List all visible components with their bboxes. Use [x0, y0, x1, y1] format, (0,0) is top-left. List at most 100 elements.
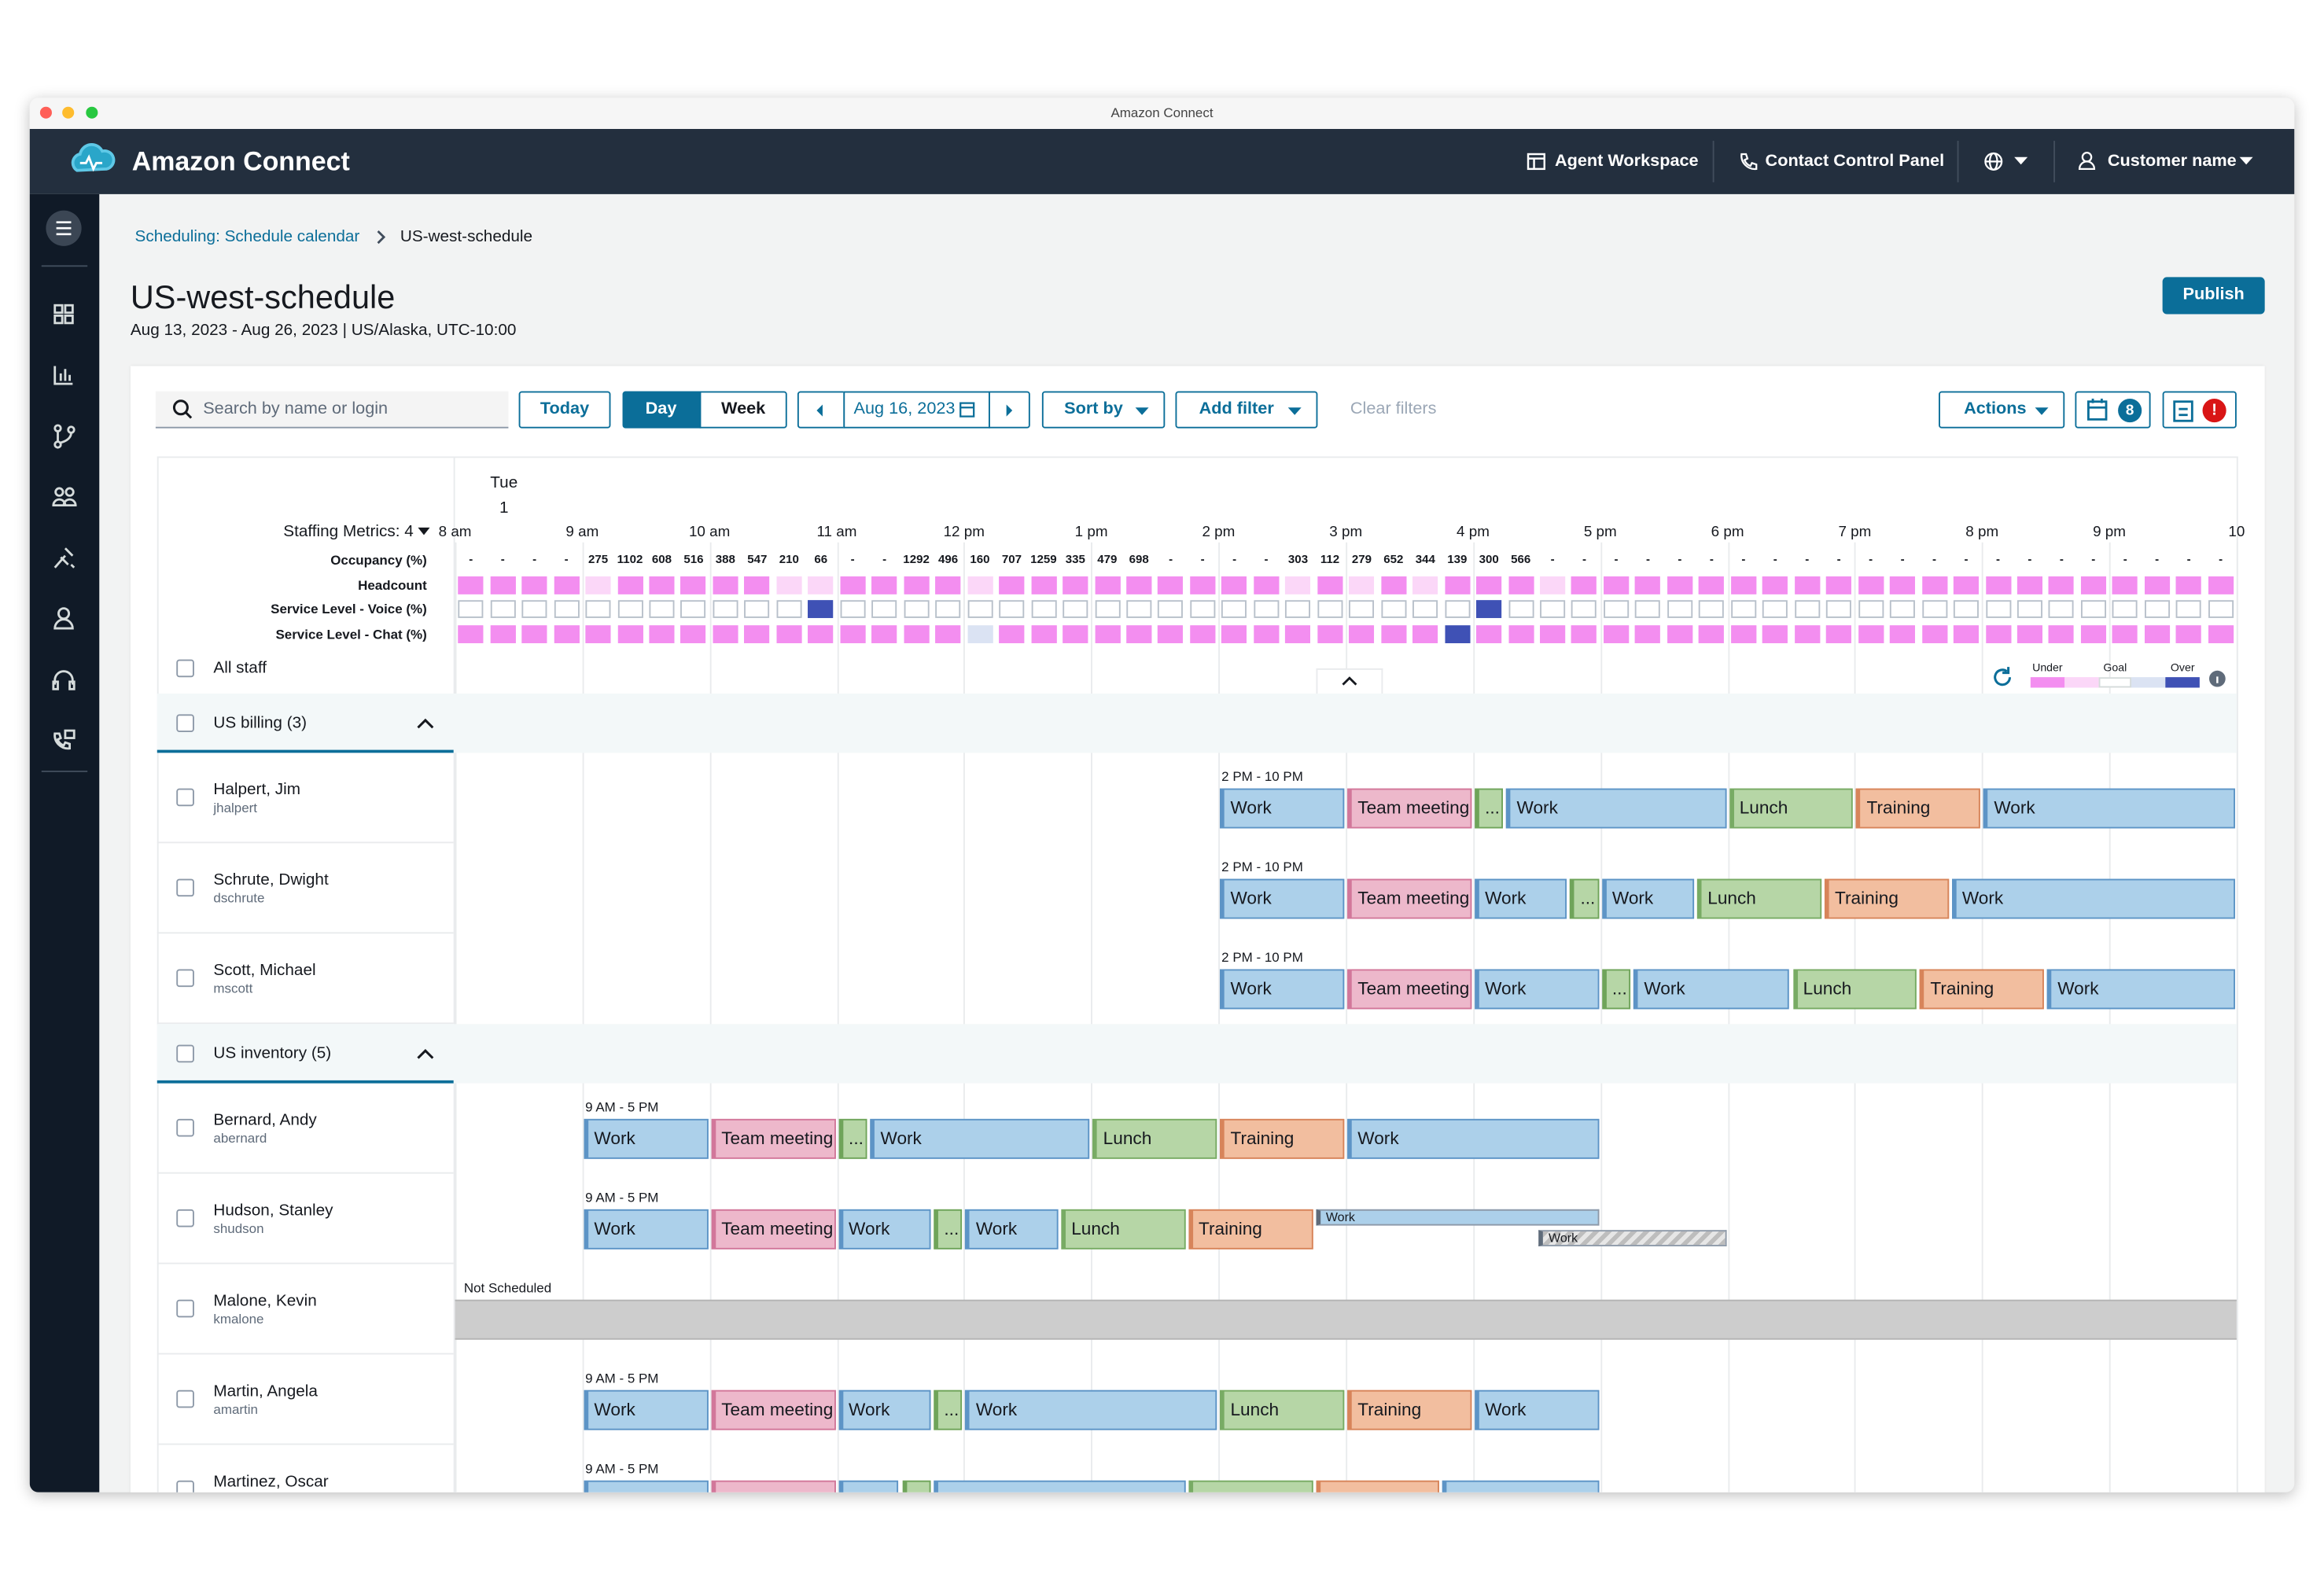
- group-underline: [157, 1080, 454, 1084]
- activity-block[interactable]: Work: [965, 1209, 1059, 1250]
- actions-label[interactable]: Actions: [1964, 399, 2027, 418]
- pending-block[interactable]: Work: [1538, 1230, 1726, 1246]
- week-button[interactable]: [699, 391, 787, 429]
- activity-block[interactable]: Work: [584, 1118, 709, 1159]
- checkbox[interactable]: [176, 659, 194, 678]
- activity-block[interactable]: Training: [1920, 969, 2045, 1010]
- activity-block[interactable]: Lunch: [1188, 1480, 1313, 1492]
- activity-block[interactable]: Team meeting: [1347, 878, 1472, 919]
- pending-block[interactable]: Work: [1315, 1209, 1599, 1226]
- activity-block[interactable]: Work: [1347, 1118, 1599, 1159]
- next-button[interactable]: [989, 391, 1030, 429]
- checkbox[interactable]: [176, 969, 194, 988]
- clear-filters[interactable]: Clear filters: [1350, 399, 1437, 418]
- activity-block[interactable]: Work: [584, 1480, 709, 1492]
- activity-block[interactable]: Work: [1220, 878, 1345, 919]
- activity-block[interactable]: Team meeting: [711, 1389, 836, 1430]
- activity-block[interactable]: Training: [1347, 1389, 1472, 1430]
- day-button[interactable]: [622, 391, 702, 429]
- nav-link[interactable]: Agent Workspace: [1554, 152, 1699, 170]
- activity-block[interactable]: Work: [1983, 788, 2235, 829]
- activity-block[interactable]: ...: [934, 1389, 963, 1430]
- staffing-label[interactable]: Staffing Metrics: 4: [283, 522, 414, 540]
- activity-block[interactable]: Training: [1824, 878, 1949, 919]
- activity-block[interactable]: Work: [2047, 969, 2235, 1010]
- checkbox[interactable]: [176, 1299, 194, 1318]
- activity-block[interactable]: ...: [1570, 878, 1599, 919]
- activity-block[interactable]: Work: [1601, 878, 1695, 919]
- activity-block[interactable]: Team meeting: [1347, 969, 1472, 1010]
- activity-block[interactable]: Team meeting: [711, 1209, 836, 1250]
- activity-block[interactable]: Work: [1951, 878, 2235, 919]
- activity-block[interactable]: Work: [838, 1209, 931, 1250]
- activity-block[interactable]: Lunch: [1092, 1118, 1217, 1159]
- activity-block[interactable]: Team meeting: [1347, 788, 1472, 829]
- window-minimize[interactable]: [62, 106, 75, 119]
- window-close[interactable]: [39, 106, 52, 119]
- window-zoom[interactable]: [86, 106, 98, 119]
- checkbox[interactable]: [176, 878, 194, 897]
- breadcrumb-link[interactable]: Scheduling: Schedule calendar: [134, 227, 360, 245]
- activity-block[interactable]: Lunch: [1729, 788, 1854, 829]
- metric-cell: [554, 600, 580, 618]
- collapse-metrics[interactable]: [1316, 668, 1383, 694]
- activity-block[interactable]: Work: [1474, 969, 1599, 1010]
- activity-block[interactable]: Training: [1856, 788, 1981, 829]
- search-input[interactable]: [155, 391, 509, 429]
- activity-block[interactable]: Work: [1442, 1480, 1599, 1492]
- filter-label[interactable]: Add filter: [1199, 399, 1274, 418]
- metric-cell: [1254, 576, 1280, 594]
- activity-block[interactable]: Work: [838, 1480, 899, 1492]
- activity-block[interactable]: Work: [1633, 969, 1790, 1010]
- activity-block[interactable]: Work: [870, 1118, 1090, 1159]
- activity-block[interactable]: Lunch: [1792, 969, 1917, 1010]
- activity-block[interactable]: Work: [1506, 788, 1726, 829]
- metric-label: Service Level - Voice (%): [271, 602, 427, 616]
- metric-value: 1292: [903, 552, 930, 566]
- activity-block[interactable]: Training: [1220, 1118, 1345, 1159]
- activity-block[interactable]: Team meeting: [711, 1480, 836, 1492]
- metric-value: 300: [1479, 552, 1499, 566]
- view-label[interactable]: Week: [721, 399, 766, 418]
- activity-block[interactable]: ...: [1601, 969, 1631, 1010]
- checkbox[interactable]: [176, 714, 194, 732]
- activity-block[interactable]: Work: [1474, 1389, 1599, 1430]
- publish-button[interactable]: [2162, 277, 2265, 315]
- activity-block[interactable]: Work: [584, 1209, 709, 1250]
- nav-link[interactable]: Contact Control Panel: [1765, 152, 1945, 170]
- today-label[interactable]: Today: [540, 399, 590, 418]
- sort-label[interactable]: Sort by: [1064, 399, 1123, 418]
- activity-block[interactable]: Lunch: [1220, 1389, 1345, 1430]
- activity-block[interactable]: Training: [1315, 1480, 1440, 1492]
- activity-block[interactable]: Training: [1188, 1209, 1313, 1250]
- activity-block[interactable]: ...: [901, 1480, 931, 1492]
- agent-name: Schrute, Dwight: [213, 870, 329, 889]
- activity-block[interactable]: ...: [838, 1118, 867, 1159]
- checkbox[interactable]: [176, 1044, 194, 1063]
- today-button[interactable]: [518, 391, 611, 429]
- activity-block[interactable]: Lunch: [1697, 878, 1822, 919]
- activity-block[interactable]: Work: [965, 1389, 1217, 1430]
- user-menu[interactable]: Customer name: [2107, 152, 2237, 170]
- agent-name: Malone, Kevin: [213, 1291, 317, 1310]
- activity-block[interactable]: Work: [584, 1389, 709, 1430]
- checkbox[interactable]: [176, 788, 194, 807]
- checkbox[interactable]: [176, 1118, 194, 1137]
- activity-block[interactable]: Lunch: [1061, 1209, 1186, 1250]
- metric-cell: [935, 625, 961, 643]
- activity-block[interactable]: Work: [1474, 878, 1567, 919]
- activity-block[interactable]: ...: [934, 1209, 963, 1250]
- activity-block[interactable]: Work: [838, 1389, 931, 1430]
- activity-block[interactable]: Work: [934, 1480, 1186, 1492]
- activity-block[interactable]: Work: [1220, 969, 1345, 1010]
- view-label[interactable]: Day: [645, 399, 677, 418]
- publish-label[interactable]: Publish: [2182, 285, 2245, 304]
- checkbox[interactable]: [176, 1209, 194, 1227]
- metric-cell: [1730, 600, 1756, 618]
- checkbox[interactable]: [176, 1480, 194, 1492]
- activity-block[interactable]: ...: [1474, 788, 1504, 829]
- checkbox[interactable]: [176, 1389, 194, 1408]
- activity-block[interactable]: Team meeting: [711, 1118, 836, 1159]
- date-label[interactable]: Aug 16, 2023: [853, 399, 956, 418]
- activity-block[interactable]: Work: [1220, 788, 1345, 829]
